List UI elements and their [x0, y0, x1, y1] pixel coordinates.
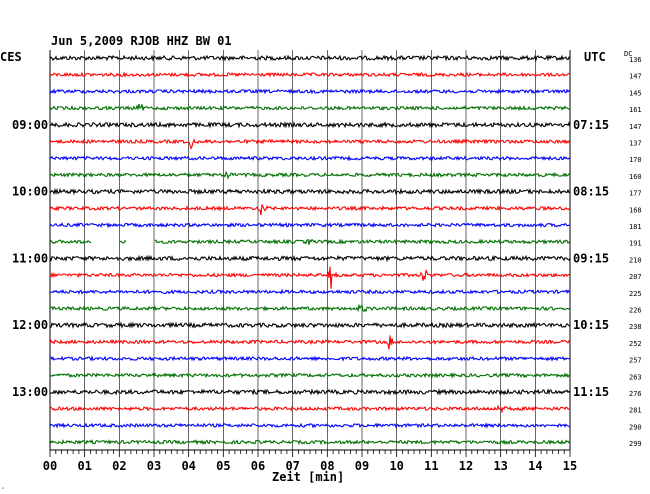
x-axis: 00 01 02 03 04 05 06 07 08 09 10 11 12 13 14 15: [43, 449, 577, 473]
trace-18: [49, 355, 571, 362]
right-time-label: 10:15: [573, 318, 609, 332]
trace-13: [49, 266, 571, 289]
seismogram-traces: [49, 54, 571, 446]
dc-values: 136 147 145 161 147 137 170 160 177 168 181 191 210 2…: [629, 56, 642, 448]
trace-22: [49, 422, 571, 429]
trace-12: [49, 254, 571, 263]
trace-2: [49, 88, 571, 95]
dc-value: 281: [629, 407, 642, 415]
dc-value: 191: [629, 240, 642, 248]
right-time-label: 08:15: [573, 185, 609, 199]
x-tick-label: 05: [216, 459, 230, 473]
x-tick-label: 13: [493, 459, 507, 473]
x-tick-label: 11: [424, 459, 438, 473]
right-time-label: 07:15: [573, 118, 609, 132]
x-tick-label: 08: [320, 459, 334, 473]
trace-17: [49, 335, 571, 350]
trace-21: [49, 404, 571, 414]
trace-14: [49, 288, 571, 295]
trace-20: [49, 388, 571, 396]
dc-value: 161: [629, 106, 642, 114]
dc-value: 147: [629, 73, 642, 81]
dc-value: 210: [629, 256, 642, 264]
dc-value: 170: [629, 156, 642, 164]
dc-value: 252: [629, 340, 642, 348]
dc-value: 177: [629, 190, 642, 198]
left-time-labels: 09:00 10:00 11:00 12:00 13:00: [12, 118, 48, 399]
left-time-label: 13:00: [12, 385, 48, 399]
x-tick-label: 06: [251, 459, 265, 473]
trace-6: [49, 155, 571, 162]
trace-11: [49, 238, 571, 245]
dc-value: 181: [629, 223, 642, 231]
trace-8: [49, 187, 571, 196]
x-axis-label: Zeit [min]: [272, 470, 344, 484]
left-time-label: 12:00: [12, 318, 48, 332]
x-tick-label: 12: [459, 459, 473, 473]
dc-value: 225: [629, 290, 642, 298]
chart-title: Jun 5,2009 RJOB HHZ BW 01: [51, 34, 232, 48]
x-tick-label: 02: [112, 459, 126, 473]
dc-header: DC: [624, 50, 632, 58]
x-tick-label: 15: [563, 459, 577, 473]
right-time-label: 09:15: [573, 251, 609, 265]
trace-5: [49, 138, 571, 150]
x-tick-label: 01: [77, 459, 91, 473]
dc-value: 257: [629, 357, 642, 365]
corner-mark: ‸: [2, 481, 5, 489]
x-tick-label: 10: [389, 459, 403, 473]
dc-value: 238: [629, 323, 642, 331]
dc-value: 136: [629, 56, 642, 64]
dc-value: 276: [629, 390, 642, 398]
x-tick-label: 03: [147, 459, 161, 473]
right-time-label: 11:15: [573, 385, 609, 399]
x-tick-label: 04: [181, 459, 195, 473]
dc-value: 147: [629, 123, 642, 131]
right-time-labels: 07:15 08:15 09:15 10:15 11:15: [573, 118, 609, 399]
trace-19: [49, 372, 571, 379]
trace-1: [49, 71, 570, 78]
dc-value: 160: [629, 173, 642, 181]
dc-value: 226: [629, 307, 642, 315]
trace-3: [49, 103, 571, 112]
trace-15: [49, 303, 571, 313]
x-tick-label: 07: [285, 459, 299, 473]
trace-23: [49, 439, 570, 446]
dc-value: 145: [629, 89, 642, 97]
trace-0: [49, 54, 571, 62]
trace-9: [49, 204, 571, 216]
left-time-label: 11:00: [12, 251, 48, 265]
dc-value: 168: [629, 206, 642, 214]
x-tick-label: 14: [528, 459, 542, 473]
trace-16: [49, 321, 571, 330]
dc-value: 299: [629, 440, 642, 448]
trace-7: [49, 170, 571, 180]
right-axis-header: UTC: [584, 50, 606, 64]
grid-lines: [49, 50, 571, 450]
dc-value: 207: [629, 273, 642, 281]
trace-10: [49, 222, 571, 229]
left-time-label: 10:00: [12, 185, 48, 199]
trace-4: [49, 120, 571, 129]
x-tick-label: 09: [355, 459, 369, 473]
left-time-label: 09:00: [12, 118, 48, 132]
x-tick-label: 00: [43, 459, 57, 473]
dc-value: 263: [629, 373, 642, 381]
left-axis-header: CES: [0, 50, 22, 64]
dc-value: 290: [629, 423, 642, 431]
dc-value: 137: [629, 140, 642, 148]
